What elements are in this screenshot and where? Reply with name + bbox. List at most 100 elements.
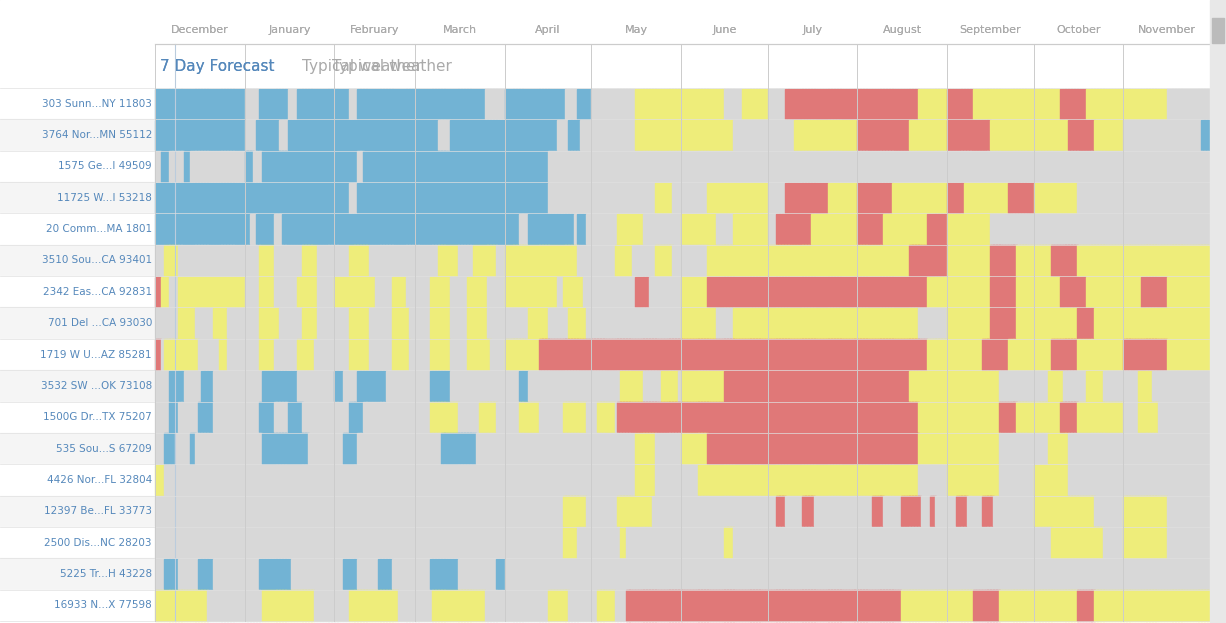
Bar (1170, 88, 1173, 119)
Bar (834, 277, 837, 307)
Bar (542, 528, 546, 558)
Bar (186, 120, 190, 150)
Bar (369, 214, 373, 244)
Bar (600, 214, 603, 244)
Bar (294, 120, 297, 150)
Bar (1161, 528, 1165, 558)
Bar (248, 277, 251, 307)
Bar (1065, 590, 1069, 621)
Bar (340, 245, 343, 275)
Bar (612, 245, 615, 275)
Bar (1181, 120, 1184, 150)
Bar (386, 402, 390, 432)
Bar (254, 340, 256, 369)
Bar (631, 120, 635, 150)
Bar (213, 277, 216, 307)
Bar (895, 496, 899, 526)
Bar (435, 277, 439, 307)
Bar (993, 151, 997, 181)
Bar (265, 277, 268, 307)
Bar (267, 340, 271, 369)
Bar (497, 183, 499, 213)
Bar (441, 308, 445, 338)
Bar (661, 183, 664, 213)
Bar (326, 214, 329, 244)
Bar (955, 371, 959, 401)
Bar (1152, 214, 1156, 244)
Bar (924, 151, 927, 181)
Bar (392, 496, 396, 526)
Bar (1054, 528, 1057, 558)
Bar (852, 465, 855, 495)
Bar (852, 183, 855, 213)
Bar (1065, 277, 1069, 307)
Bar (548, 88, 552, 119)
Bar (282, 88, 286, 119)
Bar (1051, 88, 1054, 119)
Bar (901, 245, 904, 275)
Bar (600, 528, 603, 558)
Bar (478, 88, 482, 119)
Bar (465, 496, 467, 526)
Bar (242, 151, 245, 181)
Bar (461, 277, 465, 307)
Bar (1022, 340, 1025, 369)
Bar (224, 590, 228, 621)
Bar (901, 402, 904, 432)
Bar (233, 465, 237, 495)
Bar (528, 214, 531, 244)
Bar (559, 340, 563, 369)
Bar (791, 559, 794, 589)
Bar (433, 434, 436, 464)
Bar (1031, 88, 1035, 119)
Bar (380, 183, 384, 213)
Bar (929, 559, 933, 589)
Bar (1108, 277, 1112, 307)
Bar (884, 214, 886, 244)
Bar (1036, 465, 1040, 495)
Bar (852, 277, 855, 307)
Bar (872, 528, 875, 558)
Bar (181, 590, 184, 621)
Bar (484, 371, 488, 401)
Bar (831, 559, 835, 589)
Bar (493, 371, 497, 401)
Bar (392, 465, 396, 495)
Bar (1025, 245, 1029, 275)
Bar (872, 214, 875, 244)
Bar (606, 214, 609, 244)
Bar (286, 465, 288, 495)
Bar (1163, 402, 1167, 432)
Bar (718, 151, 722, 181)
Bar (884, 496, 886, 526)
Bar (548, 245, 552, 275)
Bar (409, 277, 413, 307)
Bar (158, 340, 162, 369)
Bar (499, 402, 503, 432)
Bar (793, 88, 797, 119)
Bar (1138, 528, 1141, 558)
Bar (522, 371, 526, 401)
Bar (216, 120, 219, 150)
Bar (774, 371, 777, 401)
Bar (516, 120, 520, 150)
Text: July: July (803, 25, 823, 35)
Bar (667, 151, 669, 181)
Bar (1086, 402, 1089, 432)
Bar (829, 528, 832, 558)
Bar (852, 308, 855, 338)
Bar (444, 590, 447, 621)
Bar (1155, 151, 1159, 181)
Bar (655, 183, 658, 213)
Bar (799, 371, 803, 401)
Bar (497, 277, 499, 307)
Bar (360, 465, 364, 495)
Bar (641, 245, 644, 275)
Bar (537, 308, 539, 338)
Bar (207, 496, 211, 526)
Bar (848, 214, 852, 244)
Bar (776, 277, 780, 307)
Bar (1046, 277, 1048, 307)
Bar (678, 277, 682, 307)
Bar (173, 308, 175, 338)
